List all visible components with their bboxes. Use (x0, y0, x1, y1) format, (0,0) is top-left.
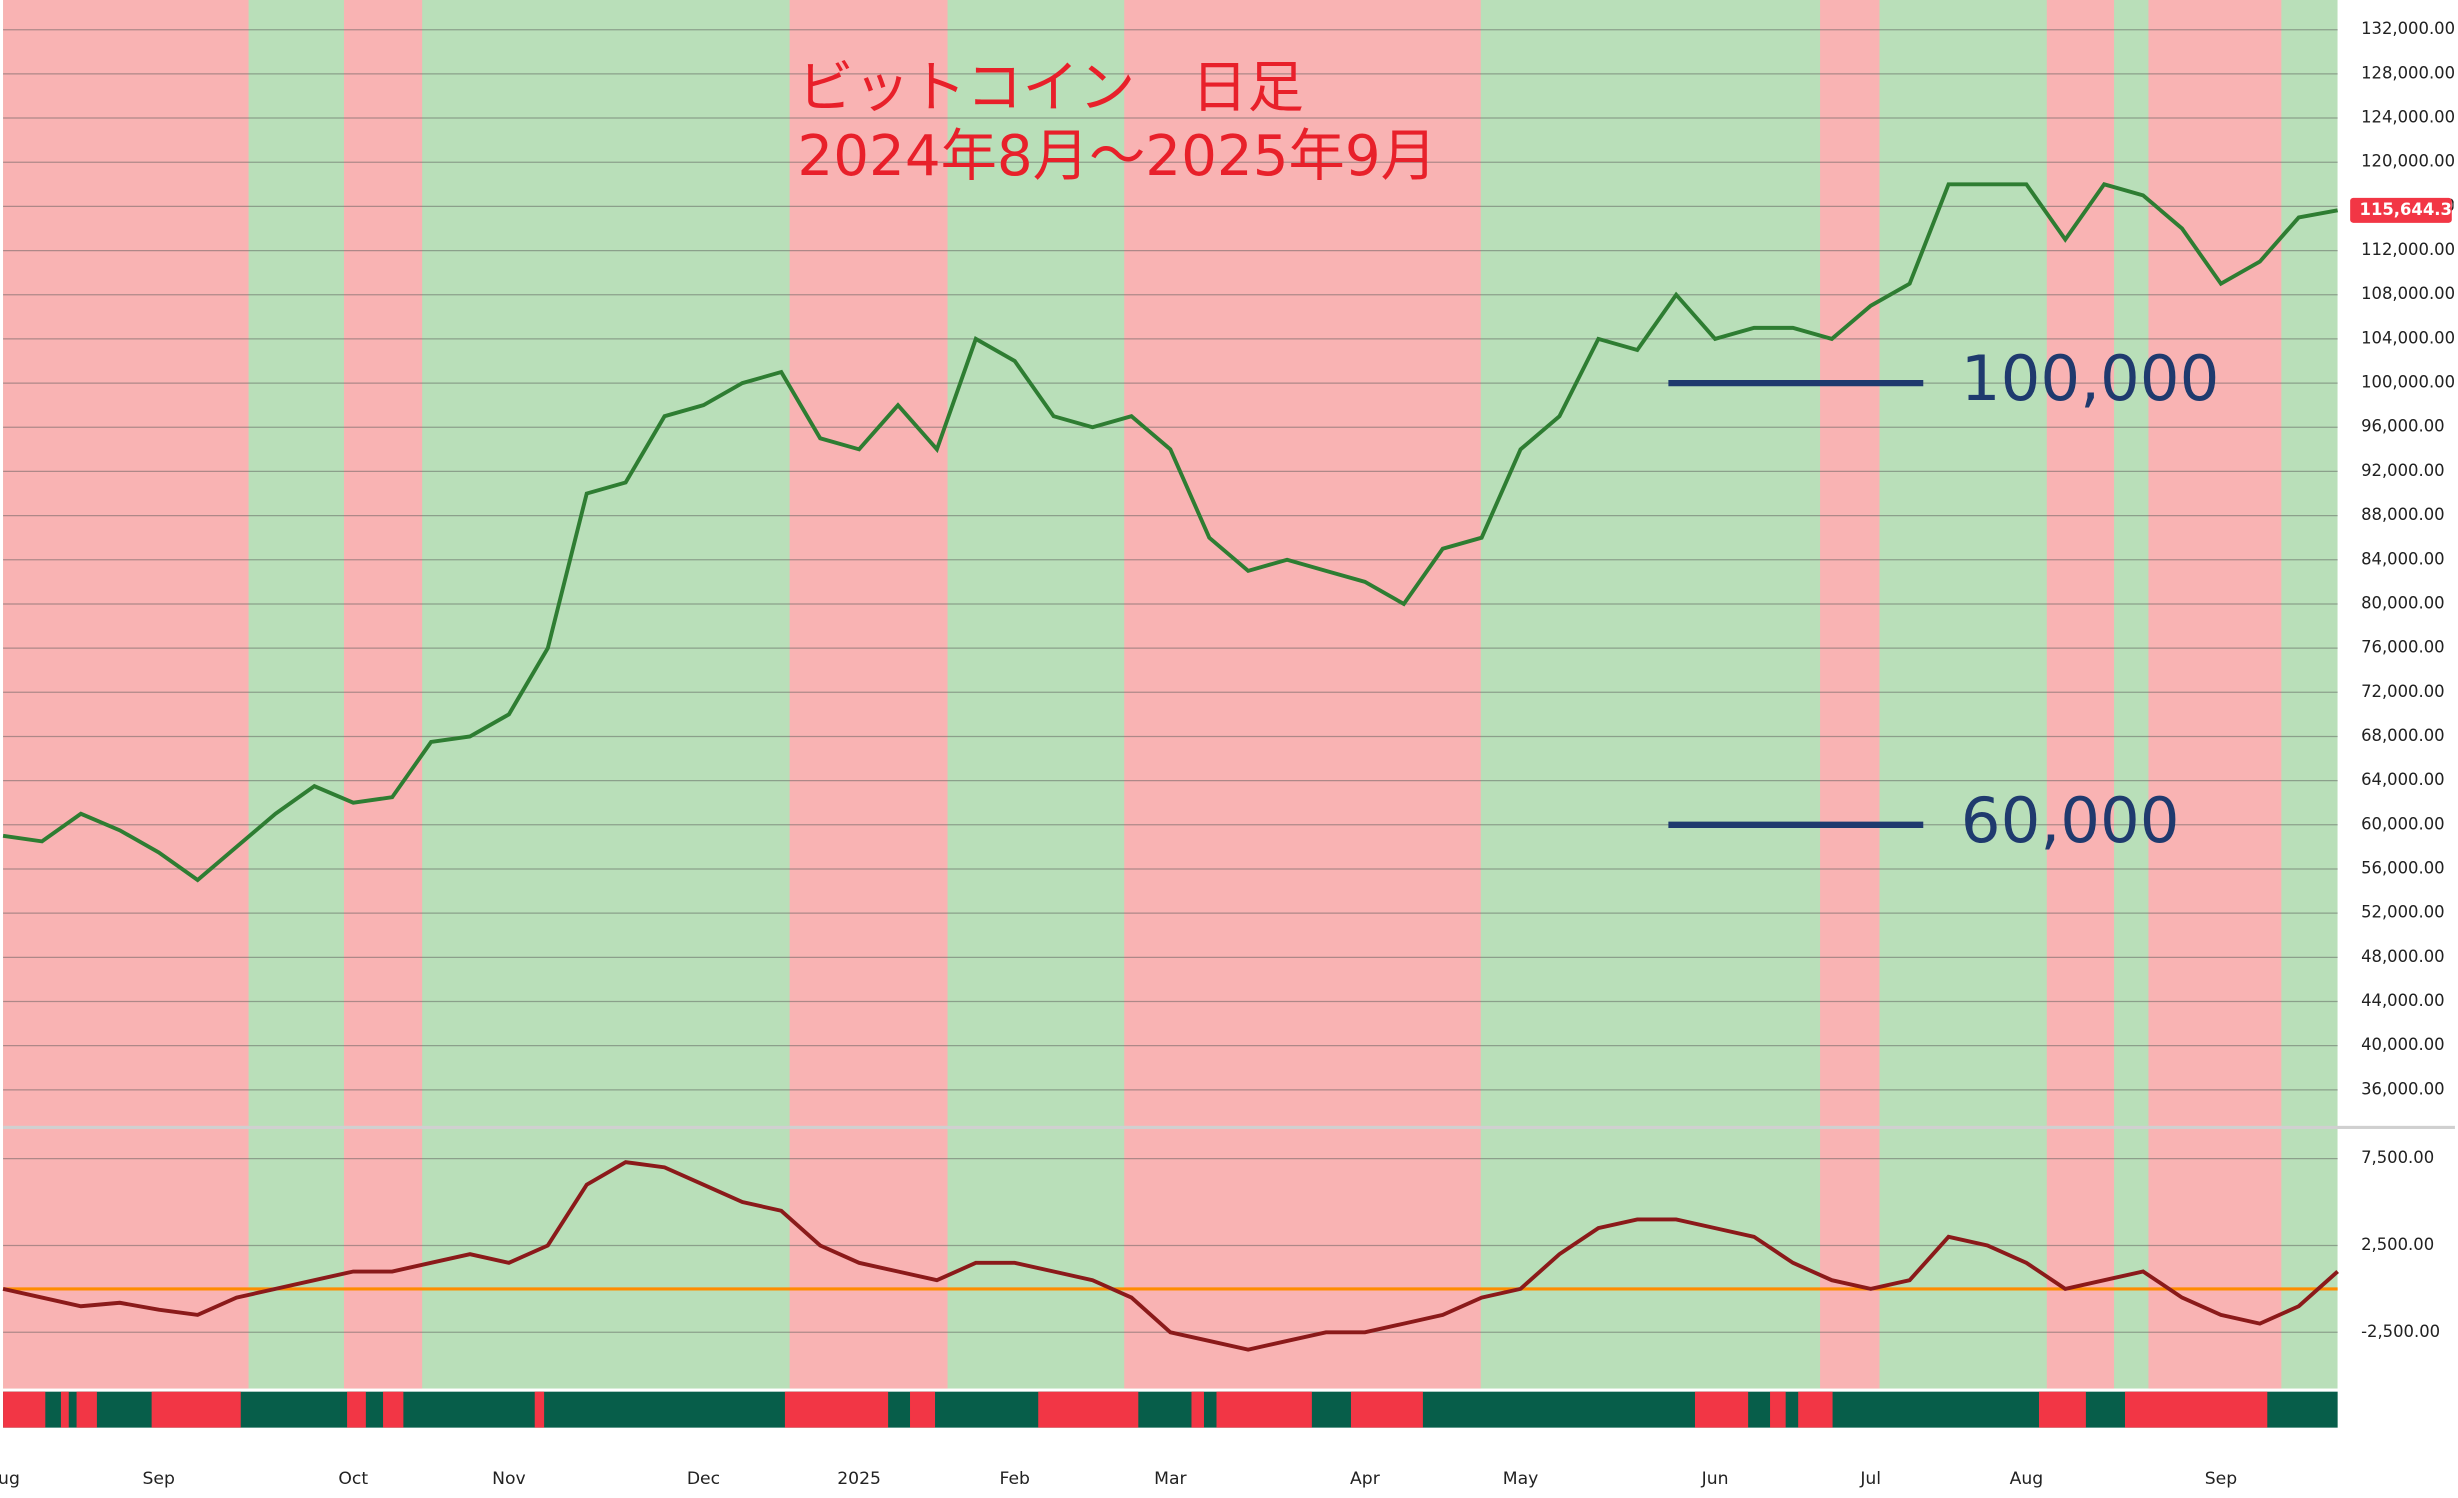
background-band (343, 0, 423, 1389)
y-tick-label: 112,000.00 (2361, 240, 2455, 259)
y-tick-label: 7,500.00 (2361, 1148, 2434, 1167)
x-tick-label: Feb (1000, 1469, 1030, 1489)
x-tick-label: Sep (143, 1469, 175, 1489)
y-tick-label: 56,000.00 (2361, 858, 2445, 877)
strip-segment (1798, 1391, 1833, 1428)
x-tick-label: Oct (338, 1469, 368, 1489)
y-tick-label: 68,000.00 (2361, 726, 2445, 745)
y-tick-label: 92,000.00 (2361, 461, 2445, 480)
x-tick-label: Sep (2205, 1469, 2237, 1489)
x-tick-label: May (1503, 1469, 1539, 1489)
axis-panel (2337, 0, 2455, 1498)
x-tick-label: Apr (1350, 1469, 1381, 1489)
chart-subtitle: 2024年8月～2025年9月 (797, 124, 1436, 189)
strip-segment (1191, 1391, 1204, 1428)
background-band (3, 0, 249, 1389)
y-tick-label: 104,000.00 (2361, 328, 2455, 347)
y-tick-label: -2,500.00 (2361, 1322, 2440, 1341)
strip-segment (1038, 1391, 1139, 1428)
y-tick-label: 124,000.00 (2361, 108, 2455, 127)
x-tick-label: Aug (2010, 1469, 2044, 1489)
strip-segment (1216, 1391, 1312, 1428)
y-tick-label: 36,000.00 (2361, 1079, 2445, 1098)
y-tick-label: 76,000.00 (2361, 638, 2445, 657)
y-tick-label: 60,000.00 (2361, 814, 2445, 833)
price-tag-label: 115,644.35 (2360, 200, 2458, 219)
series-line (2, 1160, 2339, 1352)
strip-segment (784, 1391, 889, 1428)
background-band (789, 0, 948, 1389)
x-tick-label: Jun (1701, 1469, 1729, 1489)
strip-segment (347, 1391, 366, 1428)
y-tick-label: 128,000.00 (2361, 63, 2455, 82)
x-tick-label: Aug (0, 1469, 20, 1489)
strip-segment (534, 1391, 545, 1428)
series-line (2, 182, 2338, 883)
strip-segment (3, 1391, 46, 1428)
level-label: 100,000 (1961, 342, 2220, 415)
strip-segment (2038, 1391, 2086, 1428)
background-band (2046, 0, 2115, 1389)
strip-segment (1350, 1391, 1423, 1428)
bottom-panel (3, 1429, 2455, 1498)
y-tick-label: 84,000.00 (2361, 549, 2445, 568)
background-band (1124, 0, 1481, 1389)
y-tick-label: 120,000.00 (2361, 152, 2455, 171)
y-tick-label: 100,000.00 (2361, 373, 2455, 392)
strip-segment (60, 1391, 69, 1428)
y-tick-label: 72,000.00 (2361, 682, 2445, 701)
level-label: 60,000 (1961, 784, 2180, 857)
x-tick-label: Nov (492, 1469, 526, 1489)
y-tick-label: 132,000.00 (2361, 19, 2455, 38)
pane-separator (3, 1125, 2455, 1129)
y-tick-label: 88,000.00 (2361, 505, 2445, 524)
price-tag (2350, 197, 2452, 223)
strip-segment (383, 1391, 404, 1428)
x-tick-label: Mar (1154, 1469, 1187, 1489)
strip-segment (151, 1391, 241, 1428)
strip-segment (2124, 1391, 2268, 1428)
y-tick-label: 52,000.00 (2361, 903, 2445, 922)
strip-segment (1770, 1391, 1786, 1428)
background-band (1820, 0, 1880, 1389)
y-tick-label: 2,500.00 (2361, 1235, 2434, 1254)
chart-title: ビットコイン 日足 (797, 55, 1304, 120)
y-tick-label: 64,000.00 (2361, 770, 2445, 789)
x-tick-label: Jul (1859, 1469, 1881, 1489)
strip-segment (910, 1391, 936, 1428)
x-tick-label: 2025 (837, 1469, 881, 1489)
x-tick-label: Dec (687, 1469, 720, 1489)
strip-segment (76, 1391, 97, 1428)
y-tick-label: 44,000.00 (2361, 991, 2445, 1010)
background-band (2148, 0, 2282, 1389)
y-tick-label: 40,000.00 (2361, 1035, 2445, 1054)
y-tick-label: 48,000.00 (2361, 947, 2445, 966)
strip-segment (1694, 1391, 1749, 1428)
y-tick-label: 80,000.00 (2361, 593, 2445, 612)
y-tick-label: 96,000.00 (2361, 417, 2445, 436)
y-tick-label: 108,000.00 (2361, 284, 2455, 303)
